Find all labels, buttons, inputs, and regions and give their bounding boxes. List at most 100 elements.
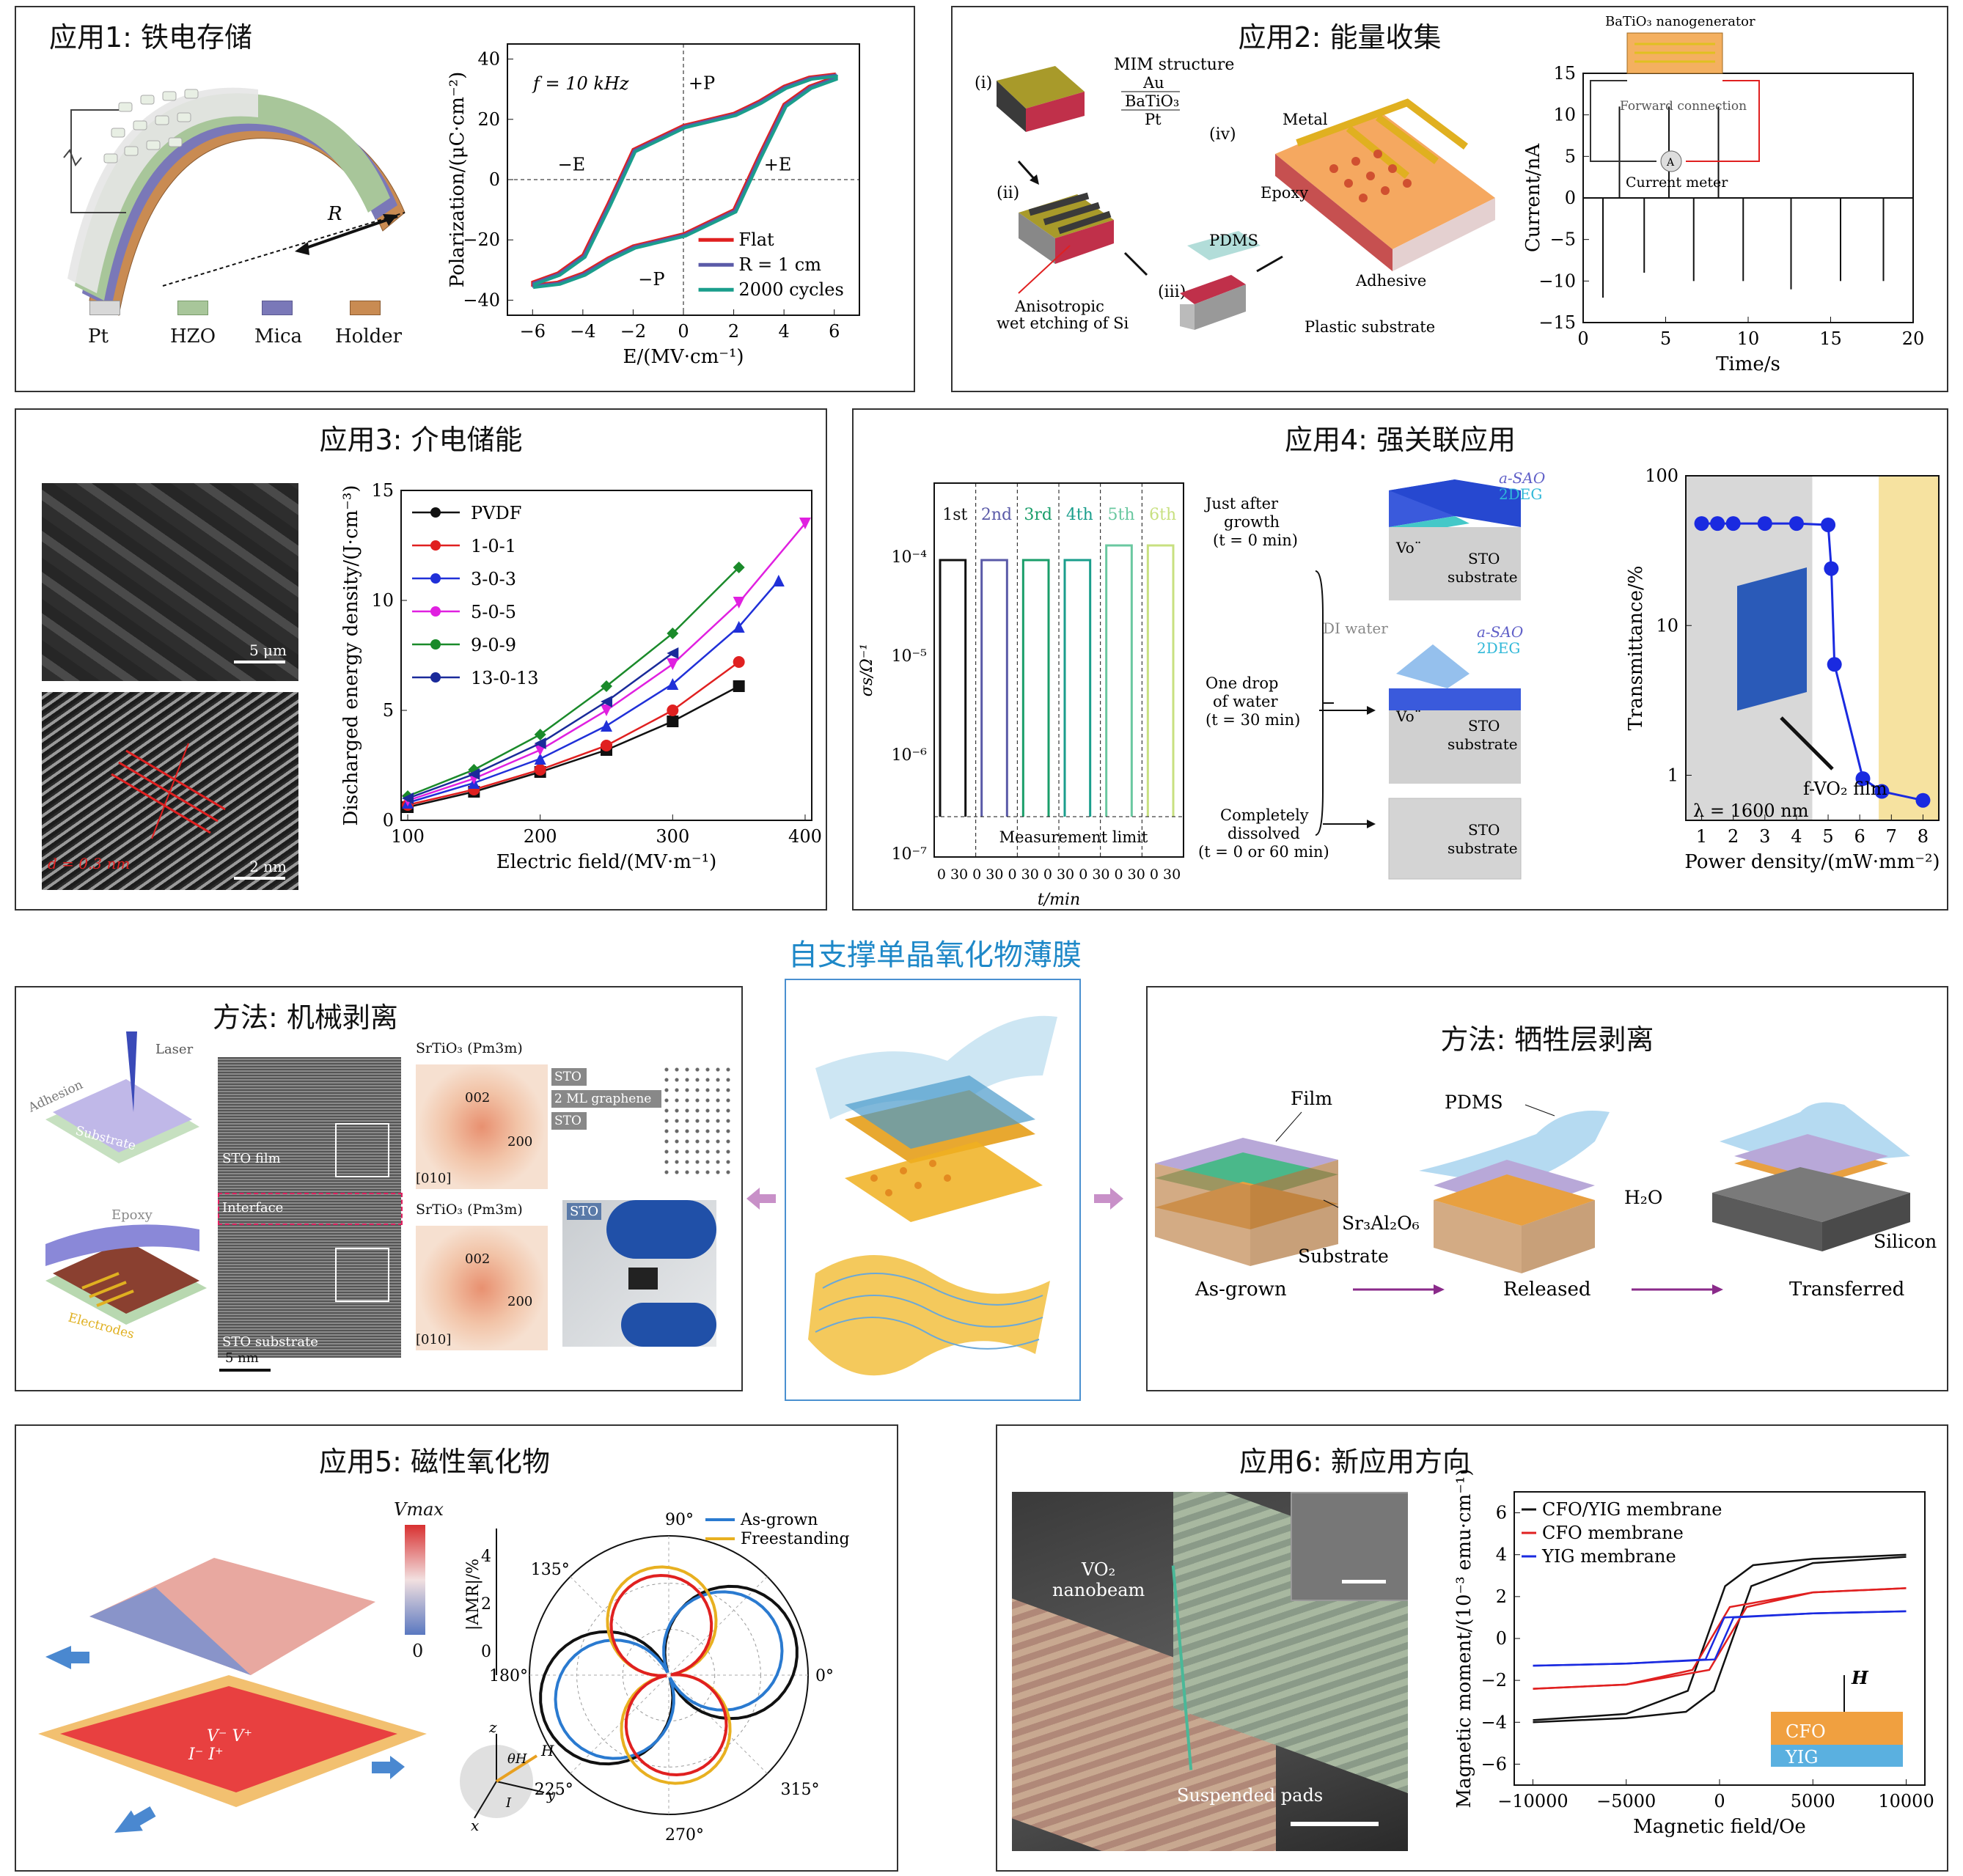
step-iv: (iv) xyxy=(1209,125,1236,144)
sto-block-3: STO substrate xyxy=(1388,798,1522,880)
step-ii: (ii) xyxy=(997,184,1019,202)
x-tick-label: −2 xyxy=(620,321,646,342)
legend-marker xyxy=(430,639,441,650)
substrate-label: Substrate xyxy=(1298,1246,1389,1267)
energy-density-chart: 100 200 300 400 0 5 10 15 Electric field/(MV·m⁻¹… xyxy=(340,480,822,873)
y-tick-label: 0 xyxy=(383,810,394,831)
film-label: f-VO₂ film xyxy=(1803,779,1887,799)
method2-title: 方法: 牺牲层剥离 xyxy=(1440,1023,1654,1056)
silicon-label: Silicon xyxy=(1874,1231,1937,1252)
data-point xyxy=(601,696,612,707)
sto-block-1: a-SAO 2DEG Vo¨ STO substrate xyxy=(1389,469,1545,600)
h2o-label: H₂O xyxy=(1624,1187,1662,1208)
app5-panel: 应用5: 磁性氧化物 V⁻ V⁺ I⁻ I⁺ Vmax 0 90° 135° 180… xyxy=(15,1424,898,1872)
svg-text:STO: STO xyxy=(1468,550,1500,567)
x-tick-label: 3 xyxy=(1759,826,1770,847)
svg-text:a-SAO: a-SAO xyxy=(1477,623,1523,641)
sto-film-label: STO film xyxy=(222,1151,281,1166)
film-sample xyxy=(1737,567,1807,711)
svg-text:DI water: DI water xyxy=(1323,619,1388,637)
loop-branch-down xyxy=(1533,1587,1907,1690)
data-point xyxy=(1821,517,1836,532)
y-tick-label: −20 xyxy=(463,229,500,250)
yig-layer xyxy=(1771,1745,1903,1767)
y-tick-label: −40 xyxy=(463,290,500,310)
data-point xyxy=(534,764,546,776)
sem-device-image: VO₂ nanobeam Suspended pads xyxy=(1012,1492,1408,1851)
app2-panel: 应用2: 能量收集 (i) MIM structure Au BaTiO₃ Pt… xyxy=(951,6,1948,392)
data-point xyxy=(667,716,679,727)
data-point xyxy=(667,628,679,639)
x-tick-label: 5000 xyxy=(1791,1791,1835,1811)
data-point xyxy=(733,597,745,608)
state2-line3: (t = 30 min) xyxy=(1206,711,1300,729)
srtio3-label-2: SrTiO₃ (Pm3m) xyxy=(416,1202,523,1218)
x-axis-label: E/(MV·cm⁻¹) xyxy=(623,346,744,368)
colorbar xyxy=(405,1525,425,1635)
conductance-trace xyxy=(1021,559,1050,817)
polar-angle-label: 270° xyxy=(665,1826,704,1844)
sacrificial-layer-diagram: Film Sr₃Al₂O₆ Substrate PDMS H₂O Silicon… xyxy=(1155,1088,1937,1301)
y-tick-label: 100 xyxy=(1645,466,1678,486)
x-tick-label: 4 xyxy=(779,321,790,342)
y-tick-label: 0 xyxy=(489,169,500,190)
y-axis-label: Current/nA xyxy=(1522,143,1544,253)
pdms-label: PDMS xyxy=(1209,232,1258,249)
pr-minus-label: −P xyxy=(638,269,664,290)
svg-text:V⁻ V⁺: V⁻ V⁺ xyxy=(207,1727,252,1746)
svg-text:Epoxy: Epoxy xyxy=(111,1207,153,1223)
svg-text:I⁻ I⁺: I⁻ I⁺ xyxy=(188,1746,224,1764)
x-tick-label: 0 30 0 30 0 30 0 30 0 30 0 30 0 30 xyxy=(937,867,1181,883)
sao-label: Sr₃Al₂O₆ xyxy=(1342,1213,1420,1234)
data-point xyxy=(402,792,414,804)
legend-label: Freestanding xyxy=(741,1530,850,1548)
y-tick-label: 10⁻⁴ xyxy=(892,548,928,567)
film-label: Film xyxy=(1291,1088,1332,1109)
app3-title: 应用3: 介电储能 xyxy=(319,424,523,456)
app1-title: 应用1: 铁电存储 xyxy=(49,21,253,54)
interface-label: Interface xyxy=(222,1200,284,1215)
conductance-trace xyxy=(1063,559,1092,817)
data-point xyxy=(1725,516,1741,531)
polar-angle-label: 315° xyxy=(781,1781,820,1799)
app3-panel: 应用3: 介电储能 5 μm d = 0.3 nm 2 nm 100 200 300… xyxy=(15,408,827,911)
data-point xyxy=(1710,516,1725,531)
data-point xyxy=(1694,516,1709,531)
app6-panel: 应用6: 新应用方向 VO₂ nanobeam Suspended pads −… xyxy=(996,1424,1948,1872)
x-axis-label: Time/s xyxy=(1716,353,1780,375)
x-tick-label: 100 xyxy=(391,826,425,847)
legend-hzo xyxy=(177,301,208,315)
stage-released: Released xyxy=(1503,1279,1591,1301)
x-axis-label: Power density/(mW·mm⁻²) xyxy=(1684,851,1940,873)
fft1-002: 002 xyxy=(465,1090,491,1106)
amr-axis-label: |AMR|/% xyxy=(464,1559,483,1630)
sem-image: 5 μm xyxy=(42,483,298,681)
arrow-right-icon xyxy=(1094,1188,1123,1210)
y-axis-label: Polarization/(μC·cm⁻²) xyxy=(447,72,469,287)
loop-branch-up xyxy=(1533,1610,1907,1667)
svg-text:2DEG: 2DEG xyxy=(1477,639,1520,657)
sto-substrate-label: STO substrate xyxy=(222,1334,318,1350)
lattice-spacing: d = 0.3 nm xyxy=(48,855,131,872)
x-axis-label: Electric field/(MV·m⁻¹) xyxy=(496,851,716,873)
state1-line1: Just after xyxy=(1204,495,1279,512)
legend-label: CFO membrane xyxy=(1542,1523,1684,1543)
data-point xyxy=(733,562,745,573)
hysteresis-chart: −6 −4 −2 0 2 4 640200−20−40E/(MV·cm⁻¹)Polariza… xyxy=(447,43,860,368)
data-point xyxy=(534,729,546,740)
state1-line2: growth xyxy=(1224,513,1280,531)
x-tick-label: 0 xyxy=(678,321,689,342)
etch-label: Anisotropic xyxy=(1014,298,1104,315)
x-tick-label: 0 xyxy=(1714,1791,1725,1811)
y-tick-label: 1 xyxy=(1667,765,1678,786)
svg-text:Vo¨: Vo¨ xyxy=(1395,539,1422,556)
method2-panel: 方法: 牺牲层剥离 Film Sr₃Al₂O₆ Substrate PDMS H… xyxy=(1146,986,1948,1391)
legend-marker xyxy=(430,507,441,518)
freestanding-lobe-red xyxy=(609,1573,728,1777)
svg-text:a-SAO: a-SAO xyxy=(1499,469,1545,487)
app6-title: 应用6: 新应用方向 xyxy=(1239,1446,1471,1478)
data-point xyxy=(1874,784,1890,799)
legend-mica xyxy=(262,301,293,315)
y-label: y xyxy=(546,1786,556,1803)
y-tick-label: 6 xyxy=(1496,1503,1507,1523)
